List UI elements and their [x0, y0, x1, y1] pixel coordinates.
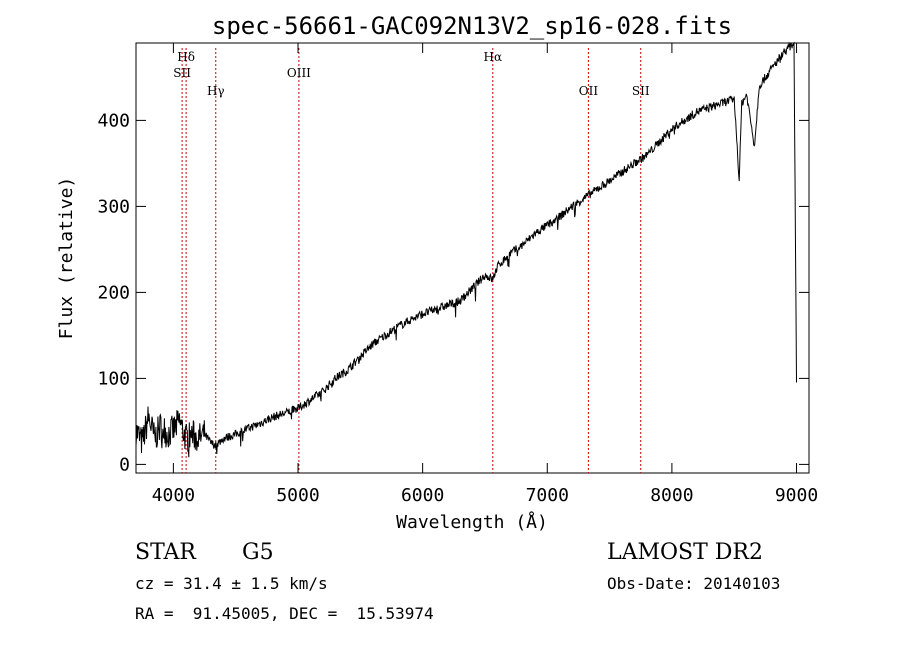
y-tick-label: 0 — [119, 454, 130, 475]
emission-lines: Hδ SII Hγ OIII Hα OII SII — [173, 48, 650, 473]
emission-line-label: Hα — [484, 50, 503, 64]
spectrum-series-line — [135, 41, 797, 458]
y-tick-label: 200 — [97, 282, 130, 303]
y-axis-label: Flux (relative) — [56, 177, 77, 340]
y-tick-label: 100 — [97, 368, 130, 389]
y-tick-label: 300 — [97, 196, 130, 217]
x-axis-label: Wavelength (Å) — [396, 511, 548, 533]
emission-line-label: SII — [632, 84, 650, 98]
plot-frame — [135, 42, 810, 474]
x-tick-label: 5000 — [276, 485, 319, 506]
x-tick-label: 6000 — [401, 485, 444, 506]
object-subclass: G5 — [242, 540, 274, 565]
chart-title: spec-56661-GAC092N13V2_sp16-028.fits — [212, 12, 732, 40]
emission-line-label: SII — [173, 66, 191, 80]
emission-line-label: OIII — [287, 66, 311, 80]
survey-name: LAMOST DR2 — [607, 540, 763, 565]
x-tick-label: 7000 — [526, 485, 569, 506]
x-tick-label: 4000 — [152, 485, 195, 506]
emission-line-label: Hγ — [207, 84, 225, 98]
emission-line-label: Hδ — [177, 50, 195, 64]
coordinates: RA = 91.45005, DEC = 15.53974 — [135, 604, 434, 623]
redshift-cz: cz = 31.4 ± 1.5 km/s — [135, 574, 328, 593]
x-tick-label: 9000 — [775, 485, 818, 506]
x-tick-label: 8000 — [650, 485, 693, 506]
axis-ticks: 4000 5000 6000 7000 8000 9000 0 100 200 300 400 — [97, 43, 818, 506]
y-tick-label: 400 — [97, 110, 130, 131]
obs-date: Obs-Date: 20140103 — [607, 574, 781, 593]
object-class: STAR — [135, 540, 196, 565]
emission-line-label: OII — [579, 84, 599, 98]
